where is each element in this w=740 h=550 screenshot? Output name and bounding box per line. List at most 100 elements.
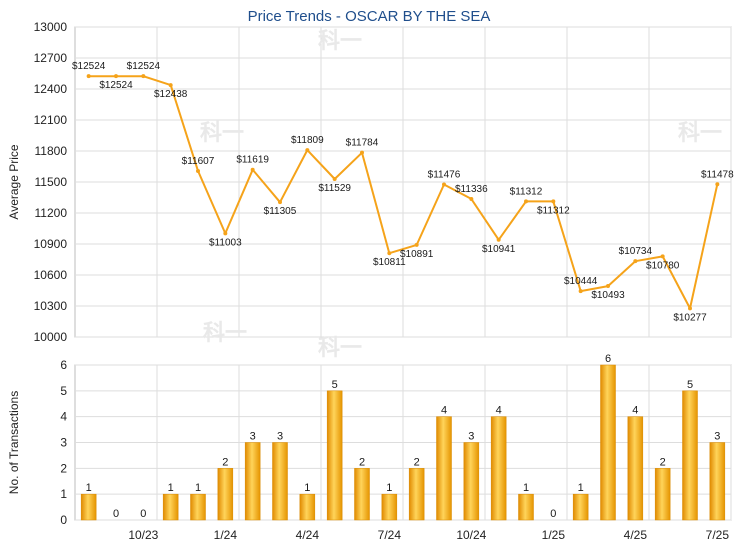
price-point-9 xyxy=(332,177,337,182)
transaction-bar-label-17: 0 xyxy=(550,508,556,520)
transaction-bar-14 xyxy=(463,442,480,521)
transactions-y-axis-label: No. of Transactions xyxy=(7,391,21,494)
price-data-label-6: $11619 xyxy=(236,155,269,166)
transactions-y-tick-label-5: 5 xyxy=(60,384,67,398)
transaction-bar-label-3: 1 xyxy=(168,482,174,494)
x-tick-label-0: 10/23 xyxy=(128,528,158,542)
price-point-3 xyxy=(168,83,173,88)
price-data-label-15: $10941 xyxy=(482,244,516,255)
price-point-20 xyxy=(633,259,638,264)
price-point-11 xyxy=(387,251,392,256)
price-point-2 xyxy=(141,74,146,79)
price-data-label-0: $12524 xyxy=(72,61,106,72)
x-tick-label-6: 4/25 xyxy=(624,528,648,542)
transaction-bar-label-11: 1 xyxy=(386,482,392,494)
transaction-bar-4 xyxy=(190,493,206,521)
transaction-bar-10 xyxy=(354,468,370,521)
transaction-bar-8 xyxy=(299,493,316,521)
transaction-bar-label-1: 0 xyxy=(113,508,119,520)
price-y-axis-label: Average Price xyxy=(7,144,21,219)
transaction-bar-label-4: 1 xyxy=(195,482,201,494)
transaction-bar-label-22: 5 xyxy=(687,379,693,391)
transactions-y-tick-label-3: 3 xyxy=(60,436,67,450)
transaction-bar-20 xyxy=(627,416,644,521)
transaction-bar-6 xyxy=(244,442,261,521)
price-y-tick-label-2: 10600 xyxy=(34,268,68,282)
price-y-tick-label-3: 10900 xyxy=(34,237,68,251)
transaction-bar-18 xyxy=(572,493,589,521)
x-tick-label-3: 7/24 xyxy=(378,528,402,542)
transaction-bar-label-10: 2 xyxy=(359,456,365,468)
price-data-label-5: $11003 xyxy=(209,237,242,248)
price-y-tick-label-1: 10300 xyxy=(34,299,68,313)
transaction-bar-3 xyxy=(162,493,179,521)
transaction-bar-22 xyxy=(682,390,698,521)
transaction-bar-23 xyxy=(709,442,726,521)
transaction-bar-label-8: 1 xyxy=(304,482,310,494)
transaction-bar-label-0: 1 xyxy=(86,482,92,494)
transaction-bar-label-18: 1 xyxy=(578,482,584,494)
price-point-5 xyxy=(223,231,228,236)
price-y-tick-label-8: 12400 xyxy=(34,82,68,96)
transaction-bar-11 xyxy=(381,493,398,521)
transaction-bar-0 xyxy=(80,493,97,521)
transaction-bar-label-14: 3 xyxy=(468,431,474,443)
price-point-23 xyxy=(715,182,720,187)
price-data-label-16: $11312 xyxy=(510,186,543,197)
price-point-7 xyxy=(278,200,282,205)
price-data-label-17: $11312 xyxy=(537,205,570,216)
price-point-19 xyxy=(606,284,610,289)
transactions-y-tick-label-6: 6 xyxy=(60,358,67,372)
price-data-label-12: $10891 xyxy=(400,249,434,260)
price-data-label-4: $11607 xyxy=(182,156,215,167)
watermark-1: 科一 xyxy=(200,120,244,145)
x-tick-label-4: 10/24 xyxy=(456,528,486,542)
transactions-y-tick-label-4: 4 xyxy=(60,410,67,424)
transaction-bar-21 xyxy=(654,468,671,521)
transaction-bar-label-5: 2 xyxy=(222,456,228,468)
price-data-label-21: $10780 xyxy=(646,260,680,271)
price-data-label-18: $10444 xyxy=(564,276,598,287)
chart-title: Price Trends - OSCAR BY THE SEA xyxy=(248,8,491,25)
price-y-tick-label-5: 11500 xyxy=(35,175,68,189)
transaction-bar-13 xyxy=(436,416,452,521)
transaction-bar-12 xyxy=(408,468,425,521)
transaction-bar-label-21: 2 xyxy=(660,456,666,468)
price-series-line xyxy=(88,75,719,310)
price-data-label-7: $11305 xyxy=(264,206,297,217)
price-data-label-2: $12524 xyxy=(127,61,161,72)
price-point-1 xyxy=(114,74,118,79)
transaction-bar-label-9: 5 xyxy=(332,379,338,391)
price-point-17 xyxy=(551,199,556,204)
price-data-label-11: $10811 xyxy=(373,257,406,268)
watermark-0: 科一 xyxy=(318,28,362,53)
price-data-label-22: $10277 xyxy=(673,312,707,323)
transaction-bar-label-19: 6 xyxy=(605,353,611,365)
transaction-bar-label-7: 3 xyxy=(277,431,283,443)
price-data-label-23: $11478 xyxy=(701,169,734,180)
price-point-14 xyxy=(469,196,474,201)
price-point-16 xyxy=(524,199,528,204)
price-data-label-3: $12438 xyxy=(154,89,188,100)
transaction-bar-label-2: 0 xyxy=(140,508,146,520)
transaction-bar-9 xyxy=(326,390,343,521)
transaction-bar-label-15: 4 xyxy=(496,405,502,417)
transaction-bar-label-6: 3 xyxy=(250,431,256,443)
x-tick-label-1: 1/24 xyxy=(214,528,238,542)
price-data-label-10: $11784 xyxy=(346,138,379,149)
transaction-bar-label-12: 2 xyxy=(414,456,420,468)
price-point-8 xyxy=(305,148,310,153)
transaction-bar-19 xyxy=(600,364,616,521)
transaction-bar-7 xyxy=(272,442,288,521)
x-tick-label-2: 4/24 xyxy=(296,528,320,542)
transactions-y-tick-label-1: 1 xyxy=(60,487,67,501)
price-data-label-8: $11809 xyxy=(291,135,324,146)
price-y-tick-label-6: 11800 xyxy=(35,144,68,158)
price-y-tick-label-10: 13000 xyxy=(34,20,68,34)
transaction-bar-15 xyxy=(490,416,507,521)
price-point-4 xyxy=(196,168,200,173)
price-data-label-1: $12524 xyxy=(99,80,133,91)
x-tick-label-5: 1/25 xyxy=(542,528,566,542)
price-point-12 xyxy=(414,242,419,247)
